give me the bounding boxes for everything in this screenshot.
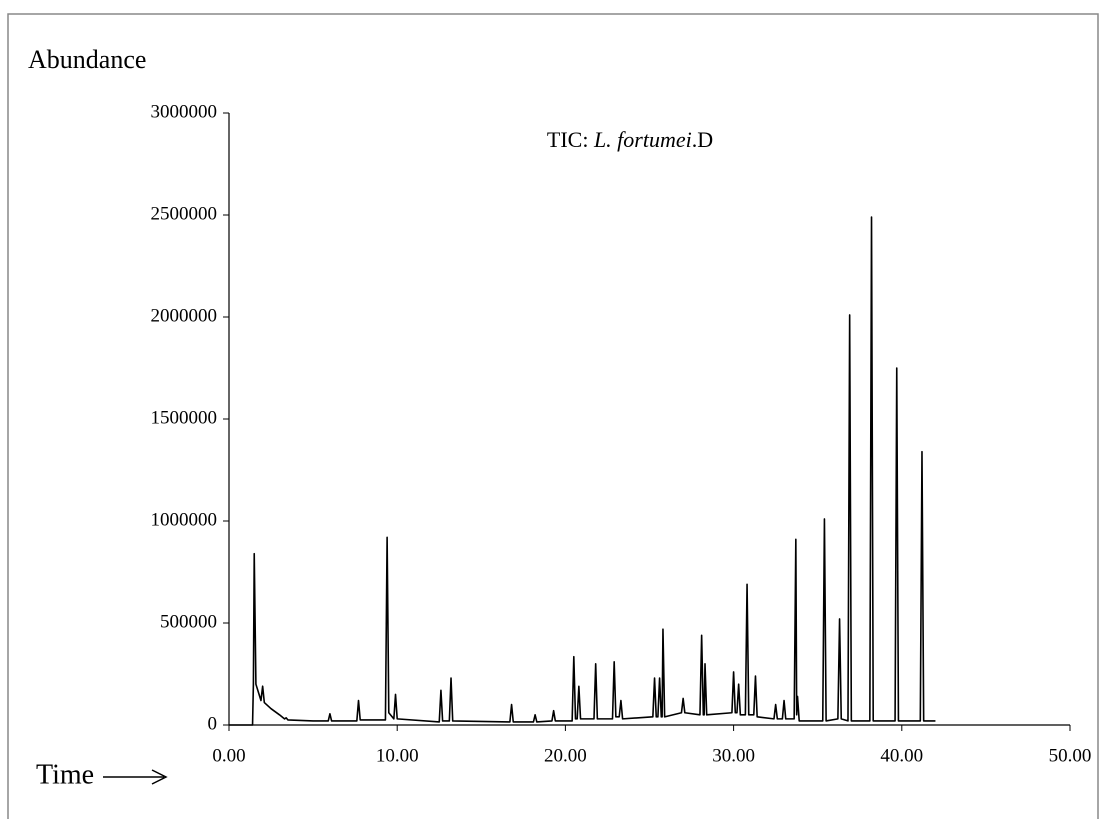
- x-axis-label: Time: [36, 759, 94, 790]
- x-tick-label: 40.00: [880, 745, 923, 766]
- y-tick-label: 0: [208, 713, 218, 734]
- x-tick-label: 20.00: [544, 745, 587, 766]
- frame: [7, 13, 1099, 819]
- y-tick-label: 2500000: [151, 203, 218, 224]
- annotation: TIC: L. fortumei.D: [547, 127, 713, 152]
- y-tick-label: 500000: [160, 611, 217, 632]
- x-tick-label: 30.00: [712, 745, 755, 766]
- y-tick-label: 1000000: [151, 509, 218, 530]
- y-tick-label: 2000000: [151, 305, 218, 326]
- annotation-part: .D: [692, 127, 713, 152]
- y-axis-label: Abundance: [28, 45, 146, 74]
- x-tick-label: 50.00: [1049, 745, 1092, 766]
- y-tick-label: 1500000: [151, 407, 218, 428]
- annotation-part: L. fortumei: [593, 127, 692, 152]
- annotation-part: TIC:: [547, 127, 594, 152]
- x-tick-label: 10.00: [376, 745, 419, 766]
- x-tick-label: 0.00: [212, 745, 245, 766]
- arrow: [103, 769, 168, 785]
- chromatogram-line: [229, 216, 936, 726]
- y-tick-label: 3000000: [151, 101, 218, 122]
